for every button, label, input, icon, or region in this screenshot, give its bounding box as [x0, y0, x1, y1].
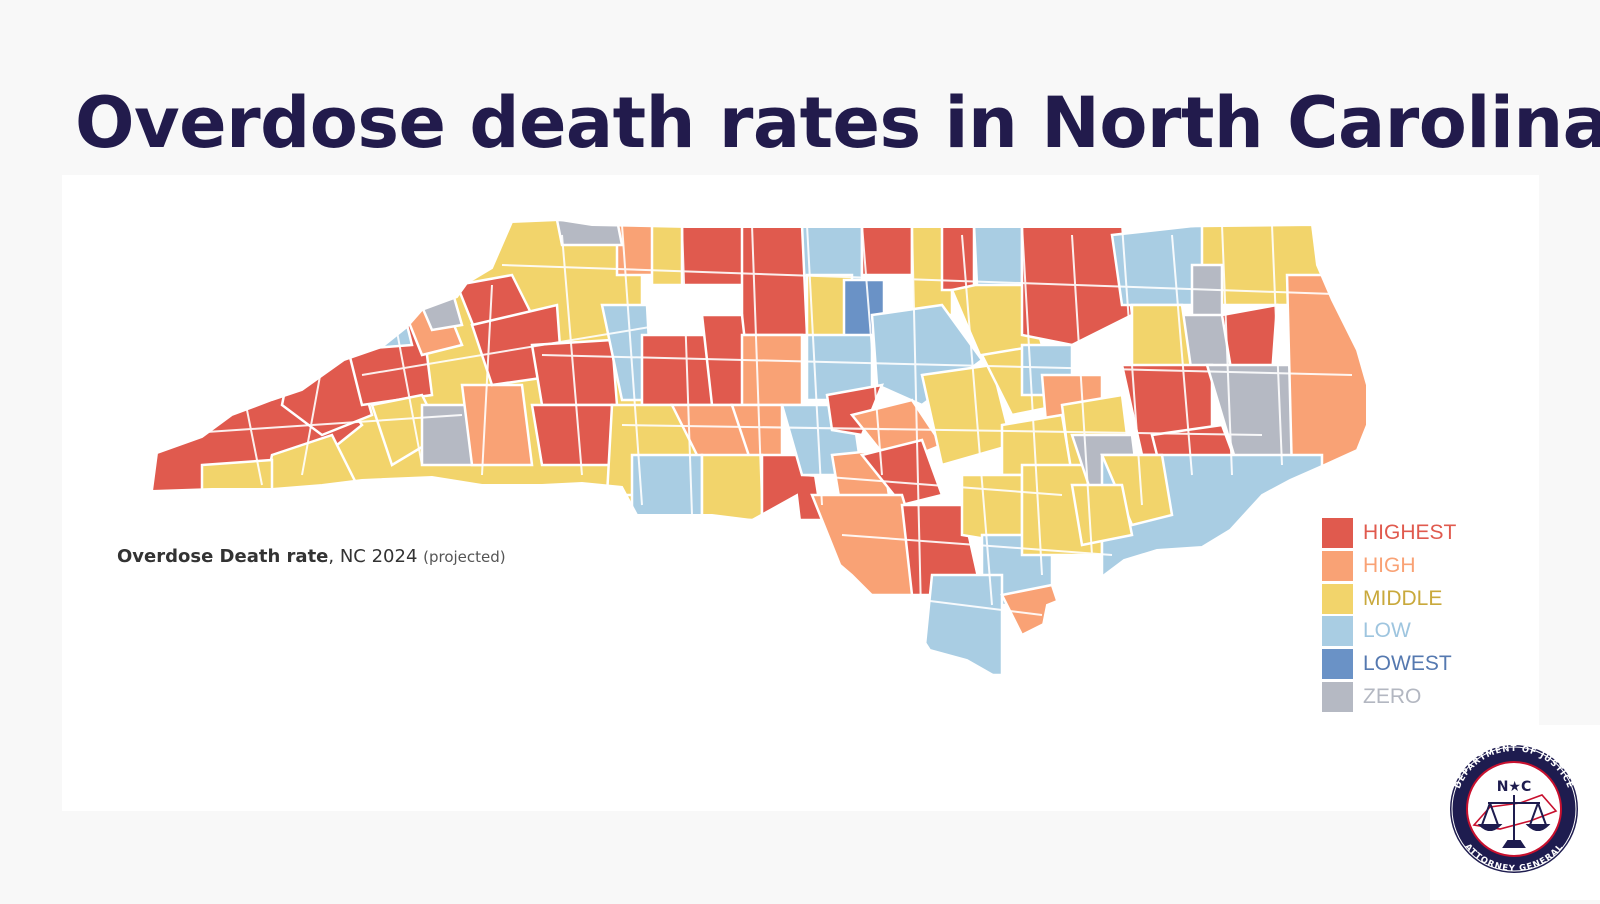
legend-swatch: [1322, 583, 1353, 614]
county-borders: [161, 224, 1363, 656]
doj-seal-logo: DEPARTMENT OF JUSTICE ATTORNEY GENERAL N…: [1430, 725, 1600, 900]
caption-note: (projected): [423, 548, 506, 566]
legend-item-highest: HIGHEST: [1322, 517, 1456, 550]
map-caption: Overdose Death rate, NC 2024 (projected): [117, 546, 506, 567]
seal-center-text: N★C: [1497, 779, 1532, 795]
state-outline: [150, 218, 1368, 682]
legend-label: LOWEST: [1363, 652, 1452, 676]
legend-label: MIDDLE: [1363, 586, 1443, 610]
caption-detail: , NC 2024: [328, 546, 424, 567]
caption-metric: Overdose Death rate: [117, 546, 329, 567]
legend-item-zero: ZERO: [1322, 680, 1456, 713]
legend-swatch: [1322, 681, 1353, 712]
map-panel: Overdose Death rate, NC 2024 (projected)…: [62, 175, 1539, 811]
seal-icon: DEPARTMENT OF JUSTICE ATTORNEY GENERAL N…: [1450, 744, 1578, 874]
nc-county-map: [150, 218, 1368, 682]
legend-label: HIGH: [1363, 554, 1416, 578]
legend-item-lowest: LOWEST: [1322, 648, 1456, 681]
scales-of-justice-icon: [1477, 795, 1551, 848]
legend-swatch: [1322, 551, 1353, 582]
county-regions: [152, 220, 1367, 677]
legend-swatch: [1322, 616, 1353, 647]
page-title: Overdose death rates in North Carolina: [75, 82, 1600, 164]
map-legend: HIGHEST HIGH MIDDLE LOW LOWEST ZERO: [1322, 517, 1456, 713]
legend-label: HIGHEST: [1363, 521, 1457, 545]
legend-swatch: [1322, 649, 1353, 680]
legend-item-high: HIGH: [1322, 550, 1456, 583]
legend-swatch: [1322, 518, 1353, 549]
legend-label: ZERO: [1363, 684, 1422, 708]
legend-item-middle: MIDDLE: [1322, 582, 1456, 615]
legend-label: LOW: [1363, 619, 1411, 643]
legend-item-low: LOW: [1322, 615, 1456, 648]
